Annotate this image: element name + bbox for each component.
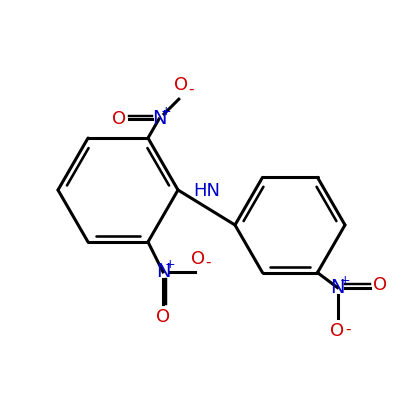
Text: +: +: [165, 258, 175, 272]
Text: N: N: [330, 278, 345, 297]
Text: N: N: [156, 262, 170, 282]
Text: -: -: [345, 322, 350, 337]
Text: +: +: [161, 106, 171, 118]
Text: O: O: [372, 276, 387, 294]
Text: O: O: [156, 308, 170, 326]
Text: O: O: [174, 76, 188, 94]
Text: O: O: [330, 322, 344, 340]
Text: HN: HN: [193, 182, 220, 200]
Text: O: O: [112, 110, 126, 128]
Text: -: -: [188, 82, 194, 97]
Text: -: -: [205, 254, 211, 270]
Text: O: O: [191, 250, 205, 268]
Text: N: N: [152, 110, 166, 128]
Text: +: +: [339, 274, 350, 287]
